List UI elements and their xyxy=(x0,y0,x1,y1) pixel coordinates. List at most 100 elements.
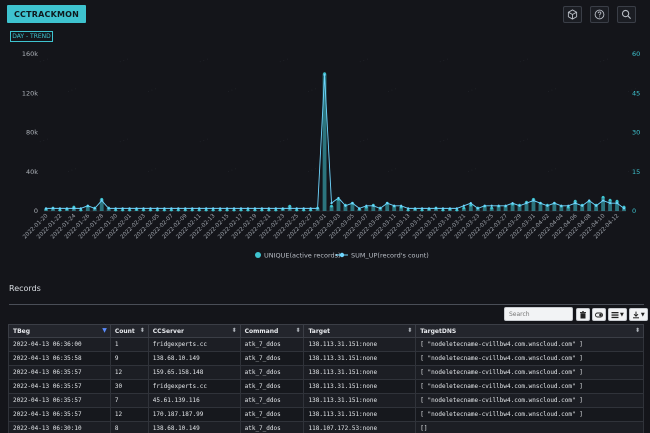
legend-item-unique[interactable]: UNIQUE(active records) xyxy=(255,252,341,260)
bar-unique[interactable] xyxy=(468,205,473,211)
point-sum-up[interactable] xyxy=(253,207,257,210)
column-header-tbeg[interactable]: TBeg ▼ xyxy=(8,324,111,338)
point-sum-up[interactable] xyxy=(622,207,626,210)
point-sum-up[interactable] xyxy=(330,202,333,205)
bar-unique[interactable] xyxy=(92,208,97,211)
bar-unique[interactable] xyxy=(587,201,592,211)
bar-unique[interactable] xyxy=(615,201,619,211)
point-unique[interactable] xyxy=(274,208,278,212)
bar-unique[interactable] xyxy=(524,202,529,211)
point-unique[interactable] xyxy=(615,199,619,203)
point-unique[interactable] xyxy=(288,204,292,208)
bar-unique[interactable] xyxy=(85,206,90,211)
cube-icon[interactable] xyxy=(563,6,582,23)
point-sum-up[interactable] xyxy=(58,207,62,210)
point-sum-up[interactable] xyxy=(205,207,208,210)
column-header-command[interactable]: Command ⬍ xyxy=(239,324,305,338)
bar-unique[interactable] xyxy=(531,199,536,211)
column-header-targetdns[interactable]: TargetDNS ⬍ xyxy=(415,324,644,338)
point-sum-up[interactable] xyxy=(476,207,479,210)
bar-unique[interactable] xyxy=(315,208,320,211)
table-row[interactable]: 2022-04-13 06:35:57 7 45.61.139.116 atk_… xyxy=(8,393,644,408)
bar-unique[interactable] xyxy=(566,207,571,211)
point-sum-up[interactable] xyxy=(441,207,445,210)
point-sum-up[interactable] xyxy=(427,207,431,210)
bar-unique[interactable] xyxy=(385,203,390,211)
bar-unique[interactable] xyxy=(517,205,522,211)
point-unique[interactable] xyxy=(302,208,306,212)
point-unique[interactable] xyxy=(149,208,152,212)
bar-unique[interactable] xyxy=(329,206,334,211)
point-unique[interactable] xyxy=(197,208,201,212)
point-unique[interactable] xyxy=(455,208,459,212)
point-sum-up[interactable] xyxy=(121,207,124,210)
point-unique[interactable] xyxy=(469,203,473,207)
point-unique[interactable] xyxy=(295,208,299,212)
bar-unique[interactable] xyxy=(594,205,599,211)
point-sum-up[interactable] xyxy=(490,204,493,207)
bar-unique[interactable] xyxy=(343,205,348,211)
point-sum-up[interactable] xyxy=(281,207,284,210)
point-sum-up[interactable] xyxy=(337,196,340,200)
point-unique[interactable] xyxy=(183,208,187,212)
bar-unique[interactable] xyxy=(106,208,111,211)
point-sum-up[interactable] xyxy=(44,207,48,210)
point-sum-up[interactable] xyxy=(525,202,528,205)
point-sum-up[interactable] xyxy=(518,204,521,207)
point-sum-up[interactable] xyxy=(142,207,145,210)
point-unique[interactable] xyxy=(267,208,271,212)
sort-icon[interactable]: ⬍ xyxy=(139,327,145,334)
bar-unique[interactable] xyxy=(475,208,480,211)
point-sum-up[interactable] xyxy=(86,204,89,207)
point-unique[interactable] xyxy=(218,208,222,212)
day-trend-tag[interactable]: DAY - TREND xyxy=(10,31,53,42)
point-sum-up[interactable] xyxy=(225,207,229,210)
point-sum-up[interactable] xyxy=(400,204,403,207)
bar-unique[interactable] xyxy=(322,73,327,211)
bar-unique[interactable] xyxy=(552,203,557,211)
bar-unique[interactable] xyxy=(378,208,383,211)
sort-icon[interactable]: ⬍ xyxy=(407,327,413,334)
point-sum-up[interactable] xyxy=(483,204,486,207)
bar-unique[interactable] xyxy=(573,201,578,211)
bar-unique[interactable] xyxy=(350,203,355,211)
bar-unique[interactable] xyxy=(434,208,438,211)
bar-unique[interactable] xyxy=(559,206,564,211)
point-sum-up[interactable] xyxy=(553,202,556,205)
point-sum-up[interactable] xyxy=(309,207,312,210)
point-sum-up[interactable] xyxy=(198,207,201,210)
bar-unique[interactable] xyxy=(601,197,606,211)
point-sum-up[interactable] xyxy=(344,204,347,207)
point-sum-up[interactable] xyxy=(267,207,270,210)
point-sum-up[interactable] xyxy=(79,207,82,210)
point-sum-up[interactable] xyxy=(351,202,354,205)
point-sum-up[interactable] xyxy=(386,202,389,205)
point-sum-up[interactable] xyxy=(574,202,577,205)
bar-unique[interactable] xyxy=(461,208,466,211)
point-unique[interactable] xyxy=(162,208,166,212)
point-unique[interactable] xyxy=(142,208,145,212)
toggle-icon[interactable] xyxy=(592,308,606,321)
download-icon[interactable]: ▼ xyxy=(628,308,648,321)
point-sum-up[interactable] xyxy=(588,199,591,202)
point-sum-up[interactable] xyxy=(107,207,110,210)
point-sum-up[interactable] xyxy=(372,204,375,207)
search-icon[interactable] xyxy=(617,6,636,23)
point-unique[interactable] xyxy=(169,208,173,212)
table-row[interactable]: 2022-04-13 06:35:57 12 170.187.187.99 at… xyxy=(8,407,644,422)
bar-unique[interactable] xyxy=(580,205,585,211)
point-sum-up[interactable] xyxy=(218,207,222,210)
column-header-count[interactable]: Count ⬍ xyxy=(109,324,149,338)
point-sum-up[interactable] xyxy=(407,207,410,210)
app-title-button[interactable]: CCTRACKMON xyxy=(7,5,86,23)
point-sum-up[interactable] xyxy=(455,207,458,210)
point-unique[interactable] xyxy=(420,208,424,212)
point-sum-up[interactable] xyxy=(163,207,166,210)
help-icon[interactable] xyxy=(590,6,609,23)
point-unique[interactable] xyxy=(330,204,333,208)
bar-unique[interactable] xyxy=(482,206,487,211)
columns-icon[interactable]: ▼ xyxy=(608,308,627,321)
bar-unique[interactable] xyxy=(608,200,612,211)
point-unique[interactable] xyxy=(253,208,257,212)
point-sum-up[interactable] xyxy=(302,207,305,210)
